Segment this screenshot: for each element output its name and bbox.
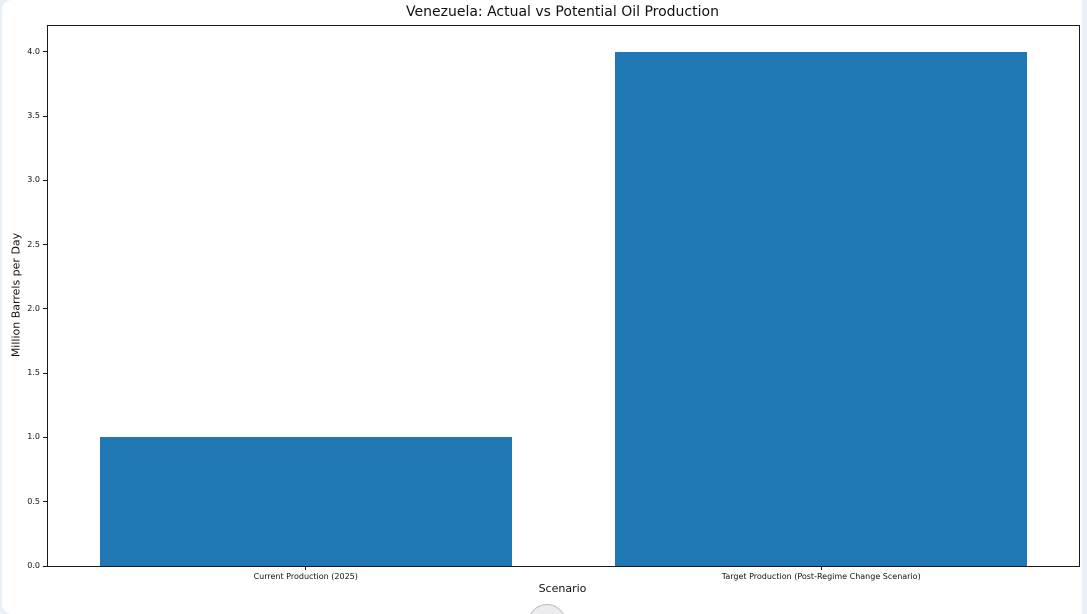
- y-tick-label: 3.0: [27, 175, 40, 185]
- y-tick-label: 1.5: [27, 368, 40, 378]
- y-tick-label: 3.5: [27, 111, 40, 120]
- y-tick-mark: [43, 51, 47, 53]
- y-tick-mark: [43, 244, 47, 246]
- y-tick-label: 1.0: [27, 432, 40, 442]
- y-tick-mark: [43, 565, 47, 567]
- y-axis-label: Million Barrels per Day: [9, 232, 23, 358]
- y-tick-mark: [43, 501, 47, 503]
- y-tick-label: 2.0: [27, 303, 40, 313]
- x-tick-label: Current Production (2025): [253, 572, 358, 581]
- chart-title: Venezuela: Actual vs Potential Oil Produ…: [406, 4, 719, 20]
- x-tick-mark: [820, 566, 822, 570]
- bar: [99, 437, 512, 566]
- y-tick-mark: [43, 372, 47, 374]
- x-tick-label: Target Production (Post-Regime Change Sc…: [721, 572, 921, 581]
- y-tick-label: 0.5: [27, 496, 40, 506]
- bar: [615, 51, 1028, 566]
- y-tick-label: 4.0: [27, 46, 40, 56]
- y-tick-label: 2.5: [27, 239, 40, 249]
- y-tick-mark: [43, 308, 47, 310]
- x-axis-label: Scenario: [538, 582, 587, 595]
- plot-area: 0.0 0.5 1.0 1.5 2.0 2.5 3.0 3.5 4.0 Current Produ…: [27, 25, 1080, 581]
- y-tick-mark: [43, 436, 47, 438]
- x-tick-mark: [305, 566, 307, 570]
- y-tick-mark: [43, 115, 47, 117]
- y-tick-label: 0.0: [27, 561, 40, 570]
- y-tick-mark: [43, 179, 47, 181]
